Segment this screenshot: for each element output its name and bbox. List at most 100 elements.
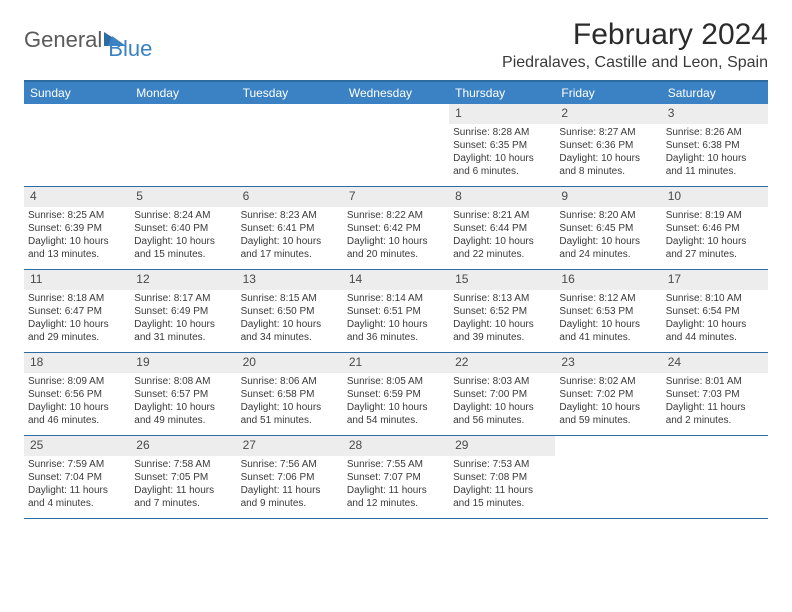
day-dl2: and 9 minutes. xyxy=(241,497,339,510)
day-number: 10 xyxy=(662,187,768,207)
day-number: 13 xyxy=(237,270,343,290)
day-dl2: and 41 minutes. xyxy=(559,331,657,344)
day-info: Sunrise: 8:20 AMSunset: 6:45 PMDaylight:… xyxy=(555,209,661,265)
day-ss: Sunset: 6:44 PM xyxy=(453,222,551,235)
day-dl1: Daylight: 10 hours xyxy=(134,401,232,414)
day-cell: 23Sunrise: 8:02 AMSunset: 7:02 PMDayligh… xyxy=(555,353,661,435)
day-info: Sunrise: 8:22 AMSunset: 6:42 PMDaylight:… xyxy=(343,209,449,265)
day-sr: Sunrise: 8:27 AM xyxy=(559,126,657,139)
calendar-grid: Sunday Monday Tuesday Wednesday Thursday… xyxy=(24,80,768,519)
day-cell: 8Sunrise: 8:21 AMSunset: 6:44 PMDaylight… xyxy=(449,187,555,269)
day-dl1: Daylight: 10 hours xyxy=(559,318,657,331)
day-info: Sunrise: 8:25 AMSunset: 6:39 PMDaylight:… xyxy=(24,209,130,265)
day-number: 18 xyxy=(24,353,130,373)
day-number: 17 xyxy=(662,270,768,290)
day-dl2: and 7 minutes. xyxy=(134,497,232,510)
day-info: Sunrise: 8:10 AMSunset: 6:54 PMDaylight:… xyxy=(662,292,768,348)
day-cell xyxy=(24,104,130,186)
day-dl1: Daylight: 11 hours xyxy=(453,484,551,497)
day-cell xyxy=(662,436,768,518)
day-dl1: Daylight: 10 hours xyxy=(28,318,126,331)
day-info: Sunrise: 8:26 AMSunset: 6:38 PMDaylight:… xyxy=(662,126,768,182)
day-header-tue: Tuesday xyxy=(237,82,343,104)
day-cell: 22Sunrise: 8:03 AMSunset: 7:00 PMDayligh… xyxy=(449,353,555,435)
day-number: 5 xyxy=(130,187,236,207)
day-sr: Sunrise: 8:14 AM xyxy=(347,292,445,305)
day-dl1: Daylight: 10 hours xyxy=(666,152,764,165)
day-cell: 29Sunrise: 7:53 AMSunset: 7:08 PMDayligh… xyxy=(449,436,555,518)
logo-word2: Blue xyxy=(108,36,152,62)
day-sr: Sunrise: 8:28 AM xyxy=(453,126,551,139)
day-dl2: and 56 minutes. xyxy=(453,414,551,427)
day-dl2: and 36 minutes. xyxy=(347,331,445,344)
day-dl2: and 2 minutes. xyxy=(666,414,764,427)
week-row: 18Sunrise: 8:09 AMSunset: 6:56 PMDayligh… xyxy=(24,353,768,436)
day-sr: Sunrise: 8:24 AM xyxy=(134,209,232,222)
week-row: 4Sunrise: 8:25 AMSunset: 6:39 PMDaylight… xyxy=(24,187,768,270)
day-dl1: Daylight: 10 hours xyxy=(28,235,126,248)
day-sr: Sunrise: 8:21 AM xyxy=(453,209,551,222)
day-dl2: and 29 minutes. xyxy=(28,331,126,344)
day-sr: Sunrise: 8:17 AM xyxy=(134,292,232,305)
day-dl2: and 39 minutes. xyxy=(453,331,551,344)
day-number: 1 xyxy=(449,104,555,124)
day-cell: 16Sunrise: 8:12 AMSunset: 6:53 PMDayligh… xyxy=(555,270,661,352)
day-cell: 17Sunrise: 8:10 AMSunset: 6:54 PMDayligh… xyxy=(662,270,768,352)
day-info: Sunrise: 7:59 AMSunset: 7:04 PMDaylight:… xyxy=(24,458,130,514)
day-info: Sunrise: 8:21 AMSunset: 6:44 PMDaylight:… xyxy=(449,209,555,265)
day-info: Sunrise: 8:18 AMSunset: 6:47 PMDaylight:… xyxy=(24,292,130,348)
day-dl1: Daylight: 11 hours xyxy=(666,401,764,414)
weeks-container: 1Sunrise: 8:28 AMSunset: 6:35 PMDaylight… xyxy=(24,104,768,519)
day-ss: Sunset: 6:54 PM xyxy=(666,305,764,318)
day-sr: Sunrise: 8:15 AM xyxy=(241,292,339,305)
day-dl1: Daylight: 10 hours xyxy=(347,235,445,248)
day-dl1: Daylight: 10 hours xyxy=(453,152,551,165)
day-ss: Sunset: 6:46 PM xyxy=(666,222,764,235)
day-info: Sunrise: 8:05 AMSunset: 6:59 PMDaylight:… xyxy=(343,375,449,431)
day-number: 15 xyxy=(449,270,555,290)
day-number: 25 xyxy=(24,436,130,456)
day-info: Sunrise: 8:01 AMSunset: 7:03 PMDaylight:… xyxy=(662,375,768,431)
day-dl1: Daylight: 10 hours xyxy=(559,235,657,248)
day-dl2: and 4 minutes. xyxy=(28,497,126,510)
day-info: Sunrise: 8:14 AMSunset: 6:51 PMDaylight:… xyxy=(343,292,449,348)
day-number: 11 xyxy=(24,270,130,290)
day-dl2: and 59 minutes. xyxy=(559,414,657,427)
day-ss: Sunset: 7:02 PM xyxy=(559,388,657,401)
day-cell: 13Sunrise: 8:15 AMSunset: 6:50 PMDayligh… xyxy=(237,270,343,352)
day-sr: Sunrise: 7:59 AM xyxy=(28,458,126,471)
day-dl1: Daylight: 10 hours xyxy=(28,401,126,414)
day-ss: Sunset: 6:41 PM xyxy=(241,222,339,235)
day-cell: 25Sunrise: 7:59 AMSunset: 7:04 PMDayligh… xyxy=(24,436,130,518)
day-header-thu: Thursday xyxy=(449,82,555,104)
day-info: Sunrise: 8:12 AMSunset: 6:53 PMDaylight:… xyxy=(555,292,661,348)
day-info: Sunrise: 8:03 AMSunset: 7:00 PMDaylight:… xyxy=(449,375,555,431)
day-info: Sunrise: 7:58 AMSunset: 7:05 PMDaylight:… xyxy=(130,458,236,514)
day-info: Sunrise: 8:23 AMSunset: 6:41 PMDaylight:… xyxy=(237,209,343,265)
day-cell: 1 Sunrise: 8:28 AMSunset: 6:35 PMDaylight… xyxy=(449,104,555,186)
week-row: 25Sunrise: 7:59 AMSunset: 7:04 PMDayligh… xyxy=(24,436,768,519)
day-number: 6 xyxy=(237,187,343,207)
day-ss: Sunset: 6:35 PM xyxy=(453,139,551,152)
day-dl1: Daylight: 11 hours xyxy=(241,484,339,497)
title-block: February 2024 Piedralaves, Castille and … xyxy=(502,18,768,72)
day-sr: Sunrise: 8:06 AM xyxy=(241,375,339,388)
day-sr: Sunrise: 8:12 AM xyxy=(559,292,657,305)
day-cell: 27Sunrise: 7:56 AMSunset: 7:06 PMDayligh… xyxy=(237,436,343,518)
day-sr: Sunrise: 8:08 AM xyxy=(134,375,232,388)
day-ss: Sunset: 6:42 PM xyxy=(347,222,445,235)
day-cell: 7Sunrise: 8:22 AMSunset: 6:42 PMDaylight… xyxy=(343,187,449,269)
day-ss: Sunset: 6:45 PM xyxy=(559,222,657,235)
day-dl2: and 15 minutes. xyxy=(453,497,551,510)
day-cell: 28Sunrise: 7:55 AMSunset: 7:07 PMDayligh… xyxy=(343,436,449,518)
day-ss: Sunset: 6:56 PM xyxy=(28,388,126,401)
day-cell: 4Sunrise: 8:25 AMSunset: 6:39 PMDaylight… xyxy=(24,187,130,269)
day-dl1: Daylight: 10 hours xyxy=(134,318,232,331)
day-ss: Sunset: 6:57 PM xyxy=(134,388,232,401)
day-cell: 2Sunrise: 8:27 AMSunset: 6:36 PMDaylight… xyxy=(555,104,661,186)
day-cell: 5Sunrise: 8:24 AMSunset: 6:40 PMDaylight… xyxy=(130,187,236,269)
day-header-wed: Wednesday xyxy=(343,82,449,104)
day-number: 8 xyxy=(449,187,555,207)
day-cell: 11Sunrise: 8:18 AMSunset: 6:47 PMDayligh… xyxy=(24,270,130,352)
day-dl2: and 46 minutes. xyxy=(28,414,126,427)
